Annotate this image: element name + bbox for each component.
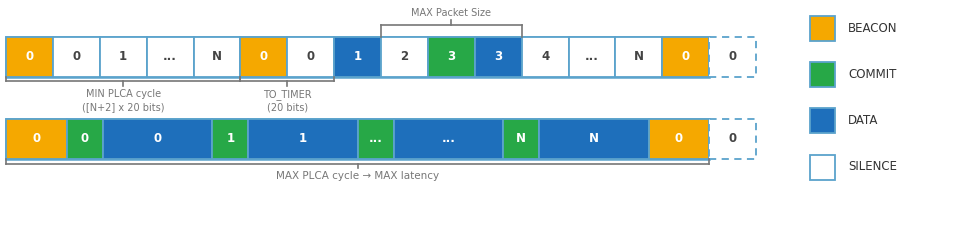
Bar: [428, 37, 475, 77]
Text: 0: 0: [72, 50, 81, 63]
Bar: [333, 37, 381, 77]
Text: MAX Packet Size: MAX Packet Size: [411, 8, 491, 18]
Text: 0: 0: [33, 132, 40, 145]
Text: ...: ...: [163, 50, 177, 63]
Text: DATA: DATA: [847, 115, 877, 127]
Bar: [809, 62, 834, 87]
Bar: [66, 119, 103, 159]
Bar: [146, 37, 193, 77]
Bar: [240, 37, 287, 77]
Text: BEACON: BEACON: [847, 22, 897, 36]
Text: 3: 3: [447, 50, 455, 63]
Bar: [357, 119, 393, 159]
Bar: [6, 37, 53, 77]
Text: 3: 3: [494, 50, 502, 63]
Text: 0: 0: [25, 50, 34, 63]
Bar: [381, 37, 428, 77]
Bar: [708, 119, 755, 159]
Text: N: N: [633, 50, 643, 63]
Text: ...: ...: [368, 132, 382, 145]
Bar: [648, 119, 708, 159]
Bar: [661, 37, 708, 77]
Text: 2: 2: [400, 50, 408, 63]
Text: 0: 0: [674, 132, 682, 145]
Bar: [287, 37, 333, 77]
Bar: [539, 119, 648, 159]
Bar: [6, 119, 66, 159]
Text: ...: ...: [441, 132, 455, 145]
Bar: [6, 119, 708, 159]
Bar: [809, 108, 834, 133]
Bar: [568, 37, 615, 77]
Bar: [53, 37, 100, 77]
Text: ([N+2] x 20 bits): ([N+2] x 20 bits): [82, 102, 164, 112]
Text: MIN PLCA cycle: MIN PLCA cycle: [86, 89, 160, 99]
Bar: [615, 37, 661, 77]
Bar: [708, 37, 755, 77]
Text: TO_TIMER: TO_TIMER: [262, 89, 311, 100]
Bar: [211, 119, 248, 159]
Text: N: N: [516, 132, 526, 145]
Text: 0: 0: [81, 132, 88, 145]
Text: 1: 1: [226, 132, 234, 145]
Bar: [248, 119, 357, 159]
Bar: [6, 37, 708, 77]
Text: MAX PLCA cycle → MAX latency: MAX PLCA cycle → MAX latency: [276, 171, 438, 181]
Text: SILENCE: SILENCE: [847, 161, 896, 173]
Text: 0: 0: [727, 50, 736, 63]
Text: 0: 0: [154, 132, 161, 145]
Bar: [475, 37, 521, 77]
Text: 4: 4: [540, 50, 549, 63]
Text: 0: 0: [681, 50, 689, 63]
Text: 0: 0: [307, 50, 314, 63]
Text: (20 bits): (20 bits): [266, 102, 308, 112]
Bar: [393, 119, 503, 159]
Bar: [521, 37, 568, 77]
Bar: [100, 37, 146, 77]
Bar: [503, 119, 539, 159]
Bar: [809, 155, 834, 180]
Text: COMMIT: COMMIT: [847, 68, 896, 82]
Text: 1: 1: [119, 50, 127, 63]
Text: N: N: [588, 132, 599, 145]
Text: 0: 0: [727, 132, 736, 145]
Text: N: N: [211, 50, 222, 63]
Text: 0: 0: [259, 50, 267, 63]
Text: ...: ...: [584, 50, 599, 63]
Bar: [103, 119, 211, 159]
Text: 1: 1: [353, 50, 361, 63]
Text: 1: 1: [299, 132, 307, 145]
Bar: [193, 37, 240, 77]
Bar: [809, 17, 834, 41]
